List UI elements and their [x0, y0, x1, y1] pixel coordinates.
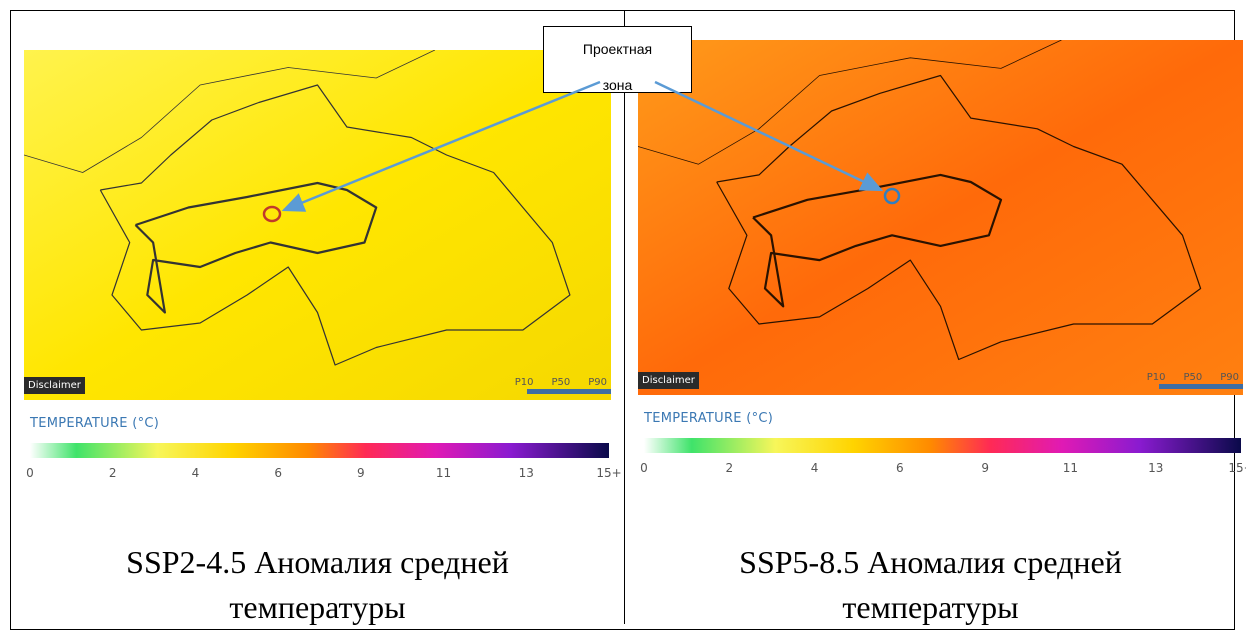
scale-label: 2 [725, 461, 733, 475]
map: Disclaimer P10 P50 P90 [24, 50, 611, 400]
scale-label: 6 [896, 461, 904, 475]
disclaimer-badge: Disclaimer [638, 372, 699, 389]
percentile-label: P10 [1147, 372, 1166, 383]
scale-label: 4 [811, 461, 819, 475]
percentile-label: P50 [1183, 372, 1202, 383]
callout-box: Проектная зона [543, 26, 692, 93]
scale-label: 2 [109, 466, 117, 480]
scale-label: 6 [274, 466, 282, 480]
color-scale [644, 438, 1241, 453]
scale-label: 9 [981, 461, 989, 475]
scale-label: 13 [519, 466, 534, 480]
percentile-bar [527, 389, 611, 394]
scale-label: 15+ [596, 466, 621, 480]
percentile-label: P90 [588, 377, 607, 388]
map: Disclaimer P10 P50 P90 [638, 40, 1243, 395]
caption: SSP5-8.5 Аномалия средней температуры [665, 540, 1196, 630]
scale-label: 13 [1148, 461, 1163, 475]
scale-label: 9 [357, 466, 365, 480]
map-image [24, 50, 611, 400]
map-background [638, 40, 1243, 395]
map-image [638, 40, 1243, 395]
color-scale [30, 443, 609, 458]
percentile-bar [1159, 384, 1243, 389]
legend-title: TEMPERATURE (°C) [30, 416, 159, 431]
scale-label: 0 [26, 466, 34, 480]
scale-label: 11 [1063, 461, 1078, 475]
percentile-labels: P10 P50 P90 [515, 377, 607, 388]
percentile-label: P10 [515, 377, 534, 388]
percentile-label: P50 [551, 377, 570, 388]
scale-label: 4 [192, 466, 200, 480]
legend-title: TEMPERATURE (°C) [644, 411, 773, 426]
scale-label: 15+ [1228, 461, 1246, 475]
percentile-labels: P10 P50 P90 [1147, 372, 1239, 383]
page: {"callout": "Проектная зона", "panels": … [0, 0, 1246, 624]
scale-label: 0 [640, 461, 648, 475]
caption: SSP2-4.5 Аномалия средней температуры [50, 540, 585, 630]
disclaimer-badge: Disclaimer [24, 377, 85, 394]
map-background [24, 50, 611, 400]
scale-label: 11 [436, 466, 451, 480]
percentile-label: P90 [1220, 372, 1239, 383]
